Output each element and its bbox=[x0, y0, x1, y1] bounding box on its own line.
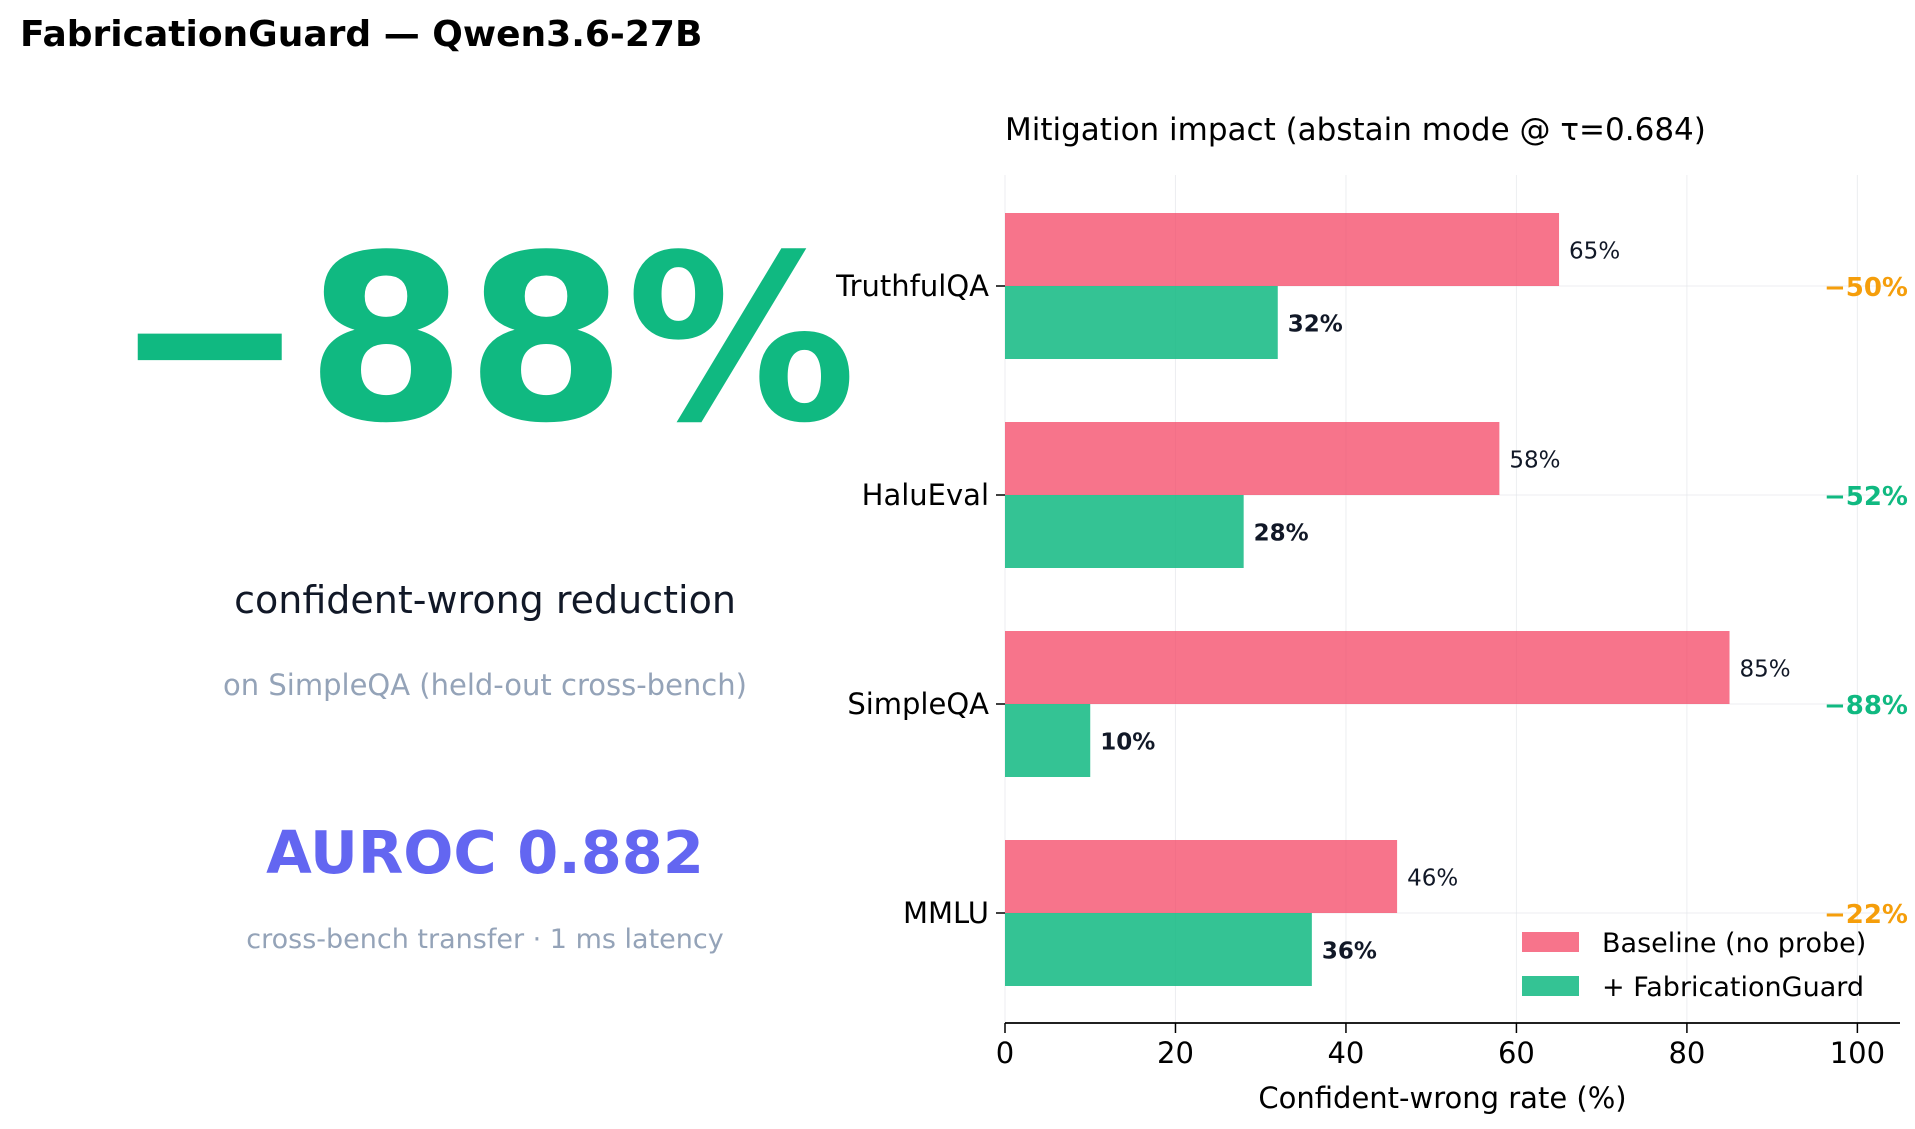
y-tick-label: MMLU bbox=[903, 896, 989, 930]
bar-label-guard: 36% bbox=[1322, 939, 1377, 965]
page-title: FabricationGuard — Qwen3.6-27B bbox=[20, 14, 703, 55]
bar-baseline bbox=[1005, 840, 1398, 913]
bar-label-guard: 10% bbox=[1100, 730, 1155, 756]
bar-guard bbox=[1005, 913, 1312, 986]
bar-guard bbox=[1005, 495, 1244, 568]
x-tick-label: 20 bbox=[1157, 1036, 1194, 1070]
bar-baseline bbox=[1005, 631, 1730, 704]
x-tick-label: 0 bbox=[996, 1036, 1014, 1070]
x-axis-label: Confident-wrong rate (%) bbox=[1258, 1081, 1626, 1115]
reduction-label: −52% bbox=[1824, 482, 1908, 512]
reduction-label: −50% bbox=[1824, 273, 1908, 303]
reduction-label: −88% bbox=[1824, 691, 1908, 721]
bar-label-guard: 28% bbox=[1254, 521, 1309, 547]
bar-label-baseline: 46% bbox=[1407, 866, 1458, 892]
summary-panel: −88% confident-wrong reduction on Simple… bbox=[113, 207, 857, 956]
bar-label-baseline: 85% bbox=[1740, 657, 1791, 683]
legend-label-baseline: Baseline (no probe) bbox=[1602, 928, 1866, 959]
bar-baseline bbox=[1005, 422, 1500, 495]
legend-swatch-baseline bbox=[1522, 932, 1579, 952]
x-tick-label: 100 bbox=[1830, 1036, 1885, 1070]
bar-baseline bbox=[1005, 213, 1560, 286]
legend-label-guard: + FabricationGuard bbox=[1602, 972, 1864, 1003]
reduction-label: −22% bbox=[1824, 900, 1908, 930]
x-tick-label: 40 bbox=[1327, 1036, 1364, 1070]
bar-label-guard: 32% bbox=[1288, 312, 1343, 338]
x-tick-label: 60 bbox=[1498, 1036, 1535, 1070]
bar-guard bbox=[1005, 286, 1278, 359]
auroc-value: AUROC 0.882 bbox=[266, 818, 704, 887]
x-tick-label: 80 bbox=[1668, 1036, 1705, 1070]
headline-reduction-sublabel: on SimpleQA (held-out cross-bench) bbox=[223, 668, 747, 702]
y-tick-label: SimpleQA bbox=[847, 687, 989, 721]
headline-reduction-label: confident-wrong reduction bbox=[234, 578, 736, 622]
legend-swatch-guard bbox=[1522, 976, 1579, 996]
y-tick-label: TruthfulQA bbox=[835, 269, 989, 303]
bar-label-baseline: 58% bbox=[1509, 448, 1560, 474]
y-tick-label: HaluEval bbox=[862, 478, 989, 512]
auroc-sublabel: cross-bench transfer · 1 ms latency bbox=[246, 924, 724, 955]
headline-reduction-value: −88% bbox=[113, 207, 857, 474]
bar-label-baseline: 65% bbox=[1569, 239, 1620, 265]
chart-title: Mitigation impact (abstain mode @ τ=0.68… bbox=[1005, 112, 1706, 148]
bar-guard bbox=[1005, 704, 1091, 777]
